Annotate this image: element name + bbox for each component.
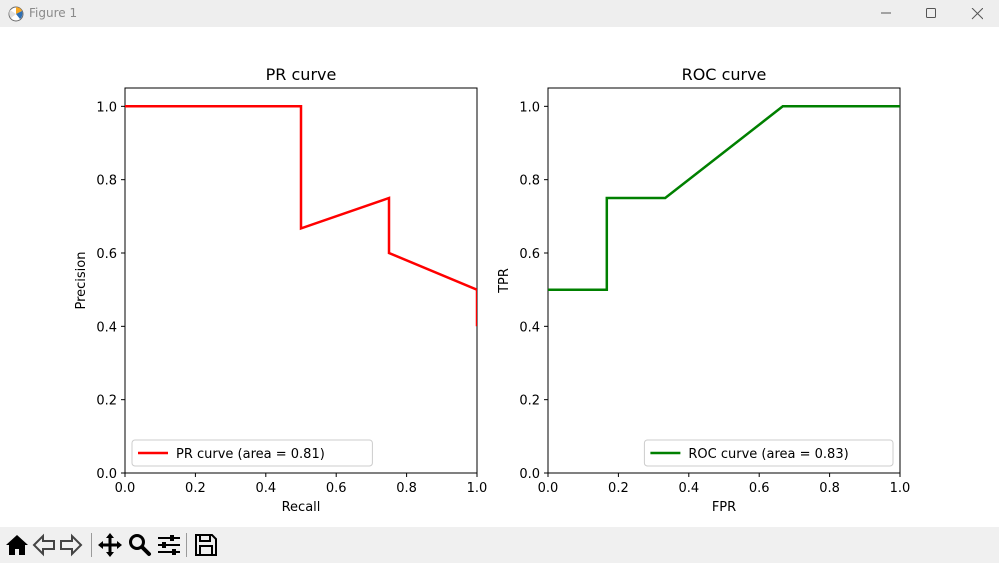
y-tick-label: 0.6 (519, 247, 540, 262)
legend-box (643, 439, 894, 467)
x-tick-label: 0.0 (115, 481, 136, 496)
x-tick-label: 0.2 (185, 481, 206, 496)
magnifier-icon (129, 534, 151, 556)
series-line (548, 105, 900, 291)
x-axis-label: Recall (282, 500, 321, 515)
forward-arrow-icon (60, 533, 83, 557)
back-button[interactable] (31, 532, 57, 558)
x-tick-label: 0.8 (819, 481, 840, 496)
close-icon (971, 8, 983, 20)
minimize-icon (881, 12, 891, 14)
sliders-icon (158, 535, 180, 555)
maximize-button[interactable] (908, 0, 954, 27)
y-tick-label: 1.0 (96, 100, 117, 115)
window-title: Figure 1 (29, 6, 78, 20)
navigation-toolbar (0, 527, 999, 563)
y-tick-label: 0.0 (96, 467, 117, 482)
y-axis-label: TPR (497, 268, 512, 294)
x-tick-label: 0.8 (396, 481, 417, 496)
floppy-disk-icon (195, 534, 217, 556)
y-tick-label: 0.6 (96, 247, 117, 262)
y-tick-label: 1.0 (519, 100, 540, 115)
move-icon (98, 533, 122, 557)
chart-title: PR curve (266, 65, 337, 84)
legend-label: ROC curve (area = 0.83) (688, 447, 848, 462)
forward-button[interactable] (58, 532, 84, 558)
home-button[interactable] (4, 532, 30, 558)
toolbar-separator (91, 533, 92, 557)
close-button[interactable] (954, 0, 999, 27)
chart-title: ROC curve (682, 65, 767, 84)
zoom-button[interactable] (127, 532, 153, 558)
title-bar: Figure 1 (0, 0, 999, 27)
x-tick-label: 0.6 (749, 481, 770, 496)
configure-subplots-button[interactable] (156, 532, 182, 558)
y-tick-label: 0.2 (519, 394, 540, 409)
home-icon (6, 535, 28, 555)
axes-frame (547, 87, 901, 474)
maximize-icon (926, 8, 936, 18)
legend-box (131, 439, 373, 467)
legend-label: PR curve (area = 0.81) (176, 447, 325, 462)
y-tick-label: 0.8 (96, 174, 117, 189)
y-tick-label: 0.4 (519, 320, 540, 335)
y-tick-label: 0.8 (519, 174, 540, 189)
figure-svg: PR curve 0.0 0.2 0.4 0.6 0.8 1.0 0.0 0.2 0.4 0.6 0.… (74, 65, 911, 515)
pan-button[interactable] (97, 532, 123, 558)
save-button[interactable] (193, 532, 219, 558)
x-tick-label: 0.4 (678, 481, 699, 496)
x-tick-label: 0.6 (326, 481, 347, 496)
y-tick-label: 0.2 (96, 394, 117, 409)
toolbar-separator (186, 533, 187, 557)
y-tick-label: 0.0 (519, 467, 540, 482)
x-tick-label: 1.0 (890, 481, 911, 496)
figure-canvas[interactable]: PR curve 0.0 0.2 0.4 0.6 0.8 1.0 0.0 0.2 0.4 0.6 0.… (0, 27, 999, 527)
minimize-button[interactable] (863, 0, 909, 27)
x-tick-label: 1.0 (467, 481, 488, 496)
matplotlib-app-icon (8, 6, 24, 22)
y-tick-label: 0.4 (96, 320, 117, 335)
series-line (125, 105, 477, 327)
x-tick-label: 0.2 (608, 481, 629, 496)
x-tick-label: 0.4 (255, 481, 276, 496)
x-tick-label: 0.0 (538, 481, 559, 496)
back-arrow-icon (32, 533, 55, 557)
y-axis-label: Precision (74, 251, 89, 309)
x-axis-label: FPR (712, 500, 736, 515)
